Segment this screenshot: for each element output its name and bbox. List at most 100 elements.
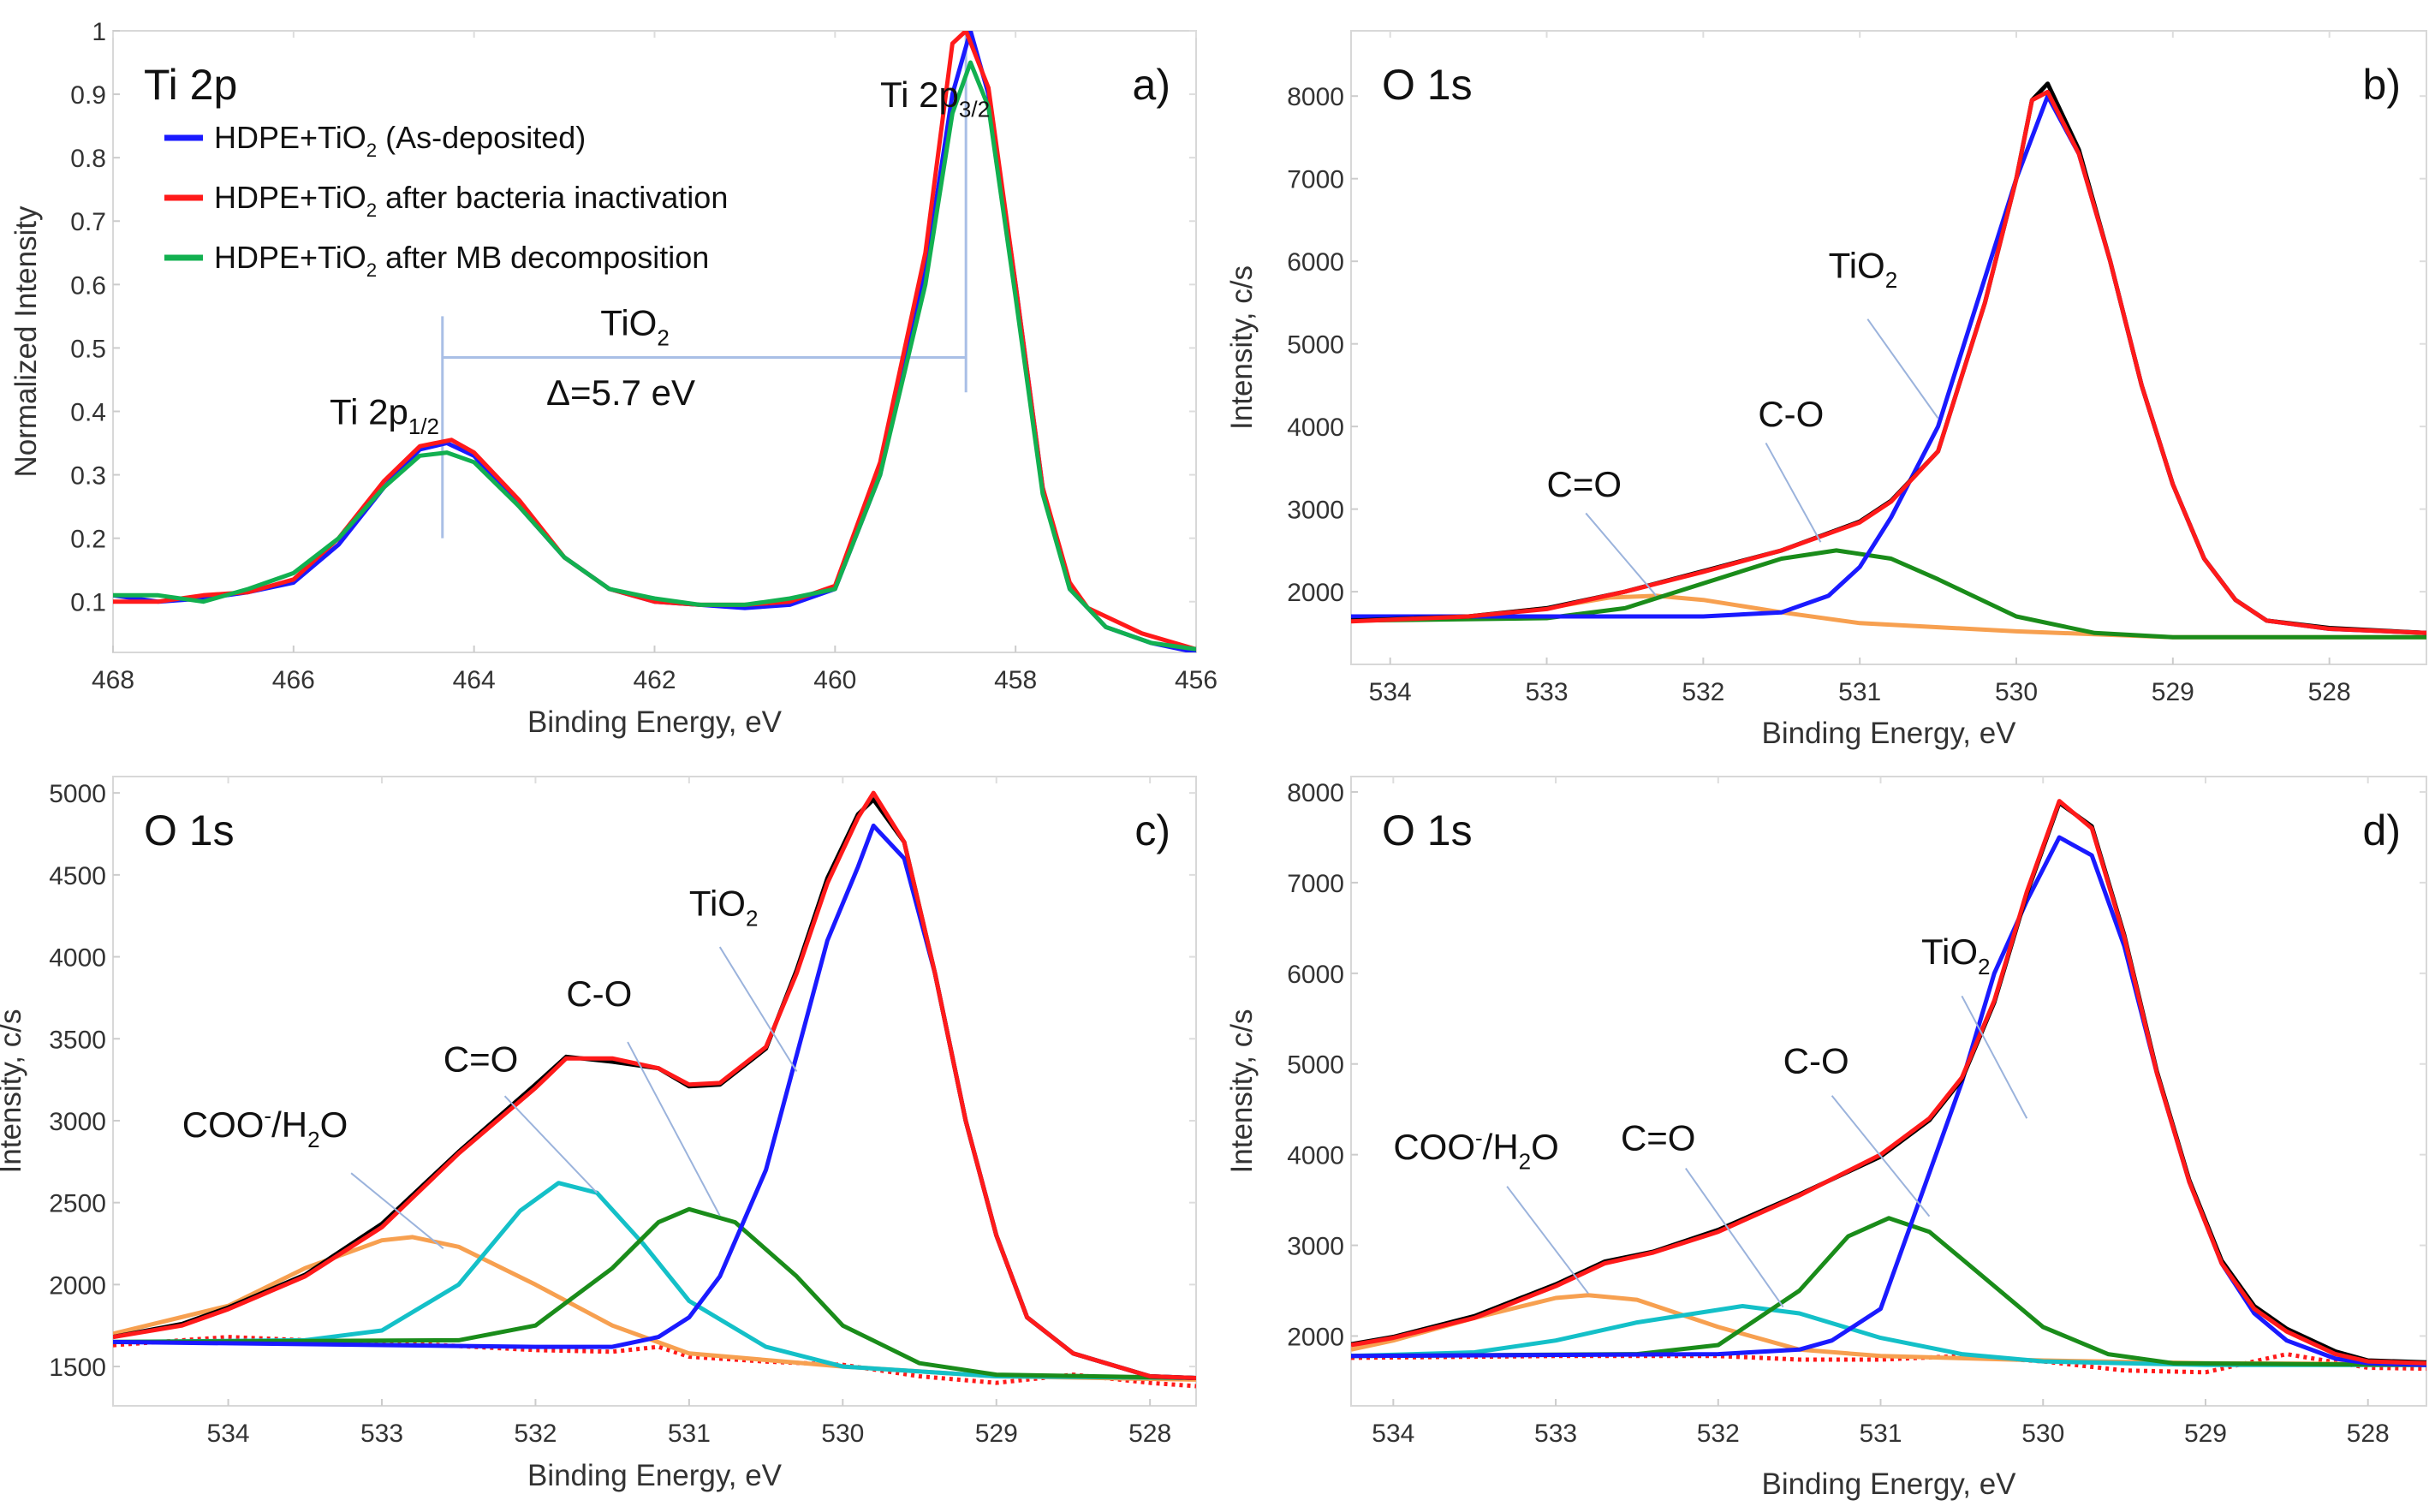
y-tick-label: 0.1 bbox=[70, 589, 106, 617]
annotation-label: C=O bbox=[1621, 1117, 1696, 1158]
series-line-fit-envelope bbox=[113, 790, 1196, 1380]
annotation-leader-line bbox=[627, 1041, 721, 1217]
annotation-leader-line bbox=[1765, 442, 1822, 543]
annotation-leader-line bbox=[1961, 995, 2028, 1119]
series-line-c-o bbox=[113, 1181, 1196, 1380]
y-tick-label: 3500 bbox=[49, 1026, 106, 1054]
plot-frame bbox=[1350, 30, 2427, 665]
y-axis-label: Intensity, c/s bbox=[1225, 265, 1259, 430]
annotation-label: TiO2​ bbox=[689, 884, 759, 932]
x-axis-label: Binding Energy, eV bbox=[527, 705, 783, 739]
x-tick-label: 529 bbox=[975, 1420, 1018, 1448]
x-tick-label: 468 bbox=[92, 666, 134, 694]
y-tick-label: 7000 bbox=[1287, 870, 1344, 898]
x-axis-label: Binding Energy, eV bbox=[1761, 717, 2016, 750]
y-tick-label: 0.3 bbox=[70, 462, 106, 491]
annotation-leader-line bbox=[1831, 1095, 1931, 1217]
annotation-label: TiO2​ bbox=[1921, 932, 1991, 979]
panel-label: d) bbox=[2363, 807, 2401, 854]
y-axis-label: Intensity, c/s bbox=[0, 1009, 27, 1174]
x-tick-label: 458 bbox=[994, 666, 1037, 694]
x-tick-label: 460 bbox=[813, 666, 856, 694]
y-tick-label: 0.6 bbox=[70, 271, 106, 300]
y-tick-label: 0.7 bbox=[70, 208, 106, 236]
plot-frame bbox=[1350, 776, 2427, 1407]
plot-area bbox=[1351, 799, 2426, 1375]
x-tick-label: 534 bbox=[1372, 1420, 1414, 1448]
x-tick-label: 456 bbox=[1175, 666, 1218, 694]
y-tick-label: 5000 bbox=[1287, 331, 1344, 360]
panel-title: O 1s bbox=[144, 807, 235, 854]
x-tick-label: 530 bbox=[1995, 678, 2038, 706]
legend-entry: HDPE+TiO2​ after MB decomposition bbox=[214, 240, 709, 281]
panel-d: 534 533 532 531 530 529 528 2000 3000 4000 5000 600… bbox=[1225, 776, 2427, 1501]
annotation-label: TiO2​ bbox=[600, 303, 670, 351]
annotation-label: C-O bbox=[566, 973, 632, 1014]
y-tick-label: 2500 bbox=[49, 1190, 106, 1218]
panel-title: O 1s bbox=[1382, 61, 1473, 109]
panel-label: c) bbox=[1134, 807, 1170, 854]
x-tick-label: 529 bbox=[2152, 678, 2194, 706]
legend-entry: HDPE+TiO2​ (As-deposited) bbox=[214, 120, 586, 161]
y-tick-label: 4000 bbox=[49, 944, 106, 973]
series-line-hdpe-tio2-after-mb-decomposition bbox=[113, 60, 1196, 652]
plot-area bbox=[1351, 81, 2426, 640]
x-tick-label: 532 bbox=[1682, 678, 1724, 706]
x-tick-label: 534 bbox=[207, 1420, 250, 1448]
annotation-label: C-O bbox=[1758, 394, 1824, 434]
y-tick-label: 1500 bbox=[49, 1354, 106, 1382]
annotation-leader-line bbox=[503, 1095, 598, 1194]
y-tick-label: 5000 bbox=[1287, 1051, 1344, 1080]
y-tick-label: 7000 bbox=[1287, 166, 1344, 194]
annotation-leader-line bbox=[1685, 1167, 1784, 1308]
legend-entry: HDPE+TiO2​ after bacteria inactivation bbox=[214, 180, 728, 221]
series-line-tio2 bbox=[1351, 835, 2426, 1367]
x-tick-label: 531 bbox=[1838, 678, 1881, 706]
y-tick-label: 2000 bbox=[1287, 579, 1344, 607]
series-line-measured bbox=[1351, 801, 2426, 1365]
annotation-leader-line bbox=[1506, 1186, 1589, 1295]
x-tick-label: 528 bbox=[2347, 1420, 2390, 1448]
plot-frame bbox=[112, 776, 1197, 1407]
y-tick-label: 6000 bbox=[1287, 248, 1344, 277]
y-axis-label: Intensity, c/s bbox=[1225, 1009, 1259, 1174]
x-tick-label: 528 bbox=[2308, 678, 2351, 706]
x-tick-label: 534 bbox=[1369, 678, 1412, 706]
x-tick-label: 533 bbox=[360, 1420, 403, 1448]
series-line-fit-envelope bbox=[1351, 799, 2426, 1366]
x-tick-label: 533 bbox=[1525, 678, 1568, 706]
x-axis-label: Binding Energy, eV bbox=[1761, 1467, 2016, 1501]
y-tick-label: 0.9 bbox=[70, 81, 106, 110]
annotation-label: Ti 2p1/2​ bbox=[330, 391, 439, 439]
panel-title: O 1s bbox=[1382, 807, 1473, 854]
annotation-label: TiO2​ bbox=[1829, 245, 1898, 293]
x-tick-label: 533 bbox=[1534, 1420, 1577, 1448]
annotation-label: Δ=5.7 eV bbox=[546, 372, 695, 413]
y-tick-label: 0.8 bbox=[70, 145, 106, 173]
series-line-c-o bbox=[113, 1206, 1196, 1380]
y-tick-label: 0.2 bbox=[70, 526, 106, 554]
y-tick-label: 4000 bbox=[1287, 414, 1344, 442]
y-tick-label: 6000 bbox=[1287, 961, 1344, 989]
series-line-tio2 bbox=[113, 823, 1196, 1380]
y-tick-label: 2000 bbox=[49, 1271, 106, 1300]
y-tick-label: 3000 bbox=[1287, 1233, 1344, 1261]
panel-title: Ti 2p bbox=[144, 61, 237, 109]
annotation-label: C=O bbox=[444, 1039, 519, 1080]
x-tick-label: 530 bbox=[2021, 1420, 2064, 1448]
x-axis-label: Binding Energy, eV bbox=[527, 1459, 783, 1492]
series-line-fit-envelope bbox=[1351, 89, 2426, 635]
annotation-label: Ti 2p3/2​ bbox=[880, 74, 990, 122]
x-tick-label: 531 bbox=[668, 1420, 711, 1448]
annotation-leader-line bbox=[1866, 318, 1939, 420]
y-tick-label: 3000 bbox=[1287, 497, 1344, 525]
plot-area bbox=[113, 790, 1196, 1389]
x-tick-label: 466 bbox=[272, 666, 315, 694]
series-line-tio2 bbox=[1351, 93, 2426, 635]
annotation-leader-line bbox=[350, 1172, 444, 1250]
x-tick-label: 464 bbox=[453, 666, 496, 694]
annotation-label: COO-​/H2​O bbox=[182, 1103, 348, 1152]
y-tick-label: 2000 bbox=[1287, 1323, 1344, 1351]
y-tick-label: 4000 bbox=[1287, 1142, 1344, 1170]
y-tick-label: 4500 bbox=[49, 862, 106, 890]
